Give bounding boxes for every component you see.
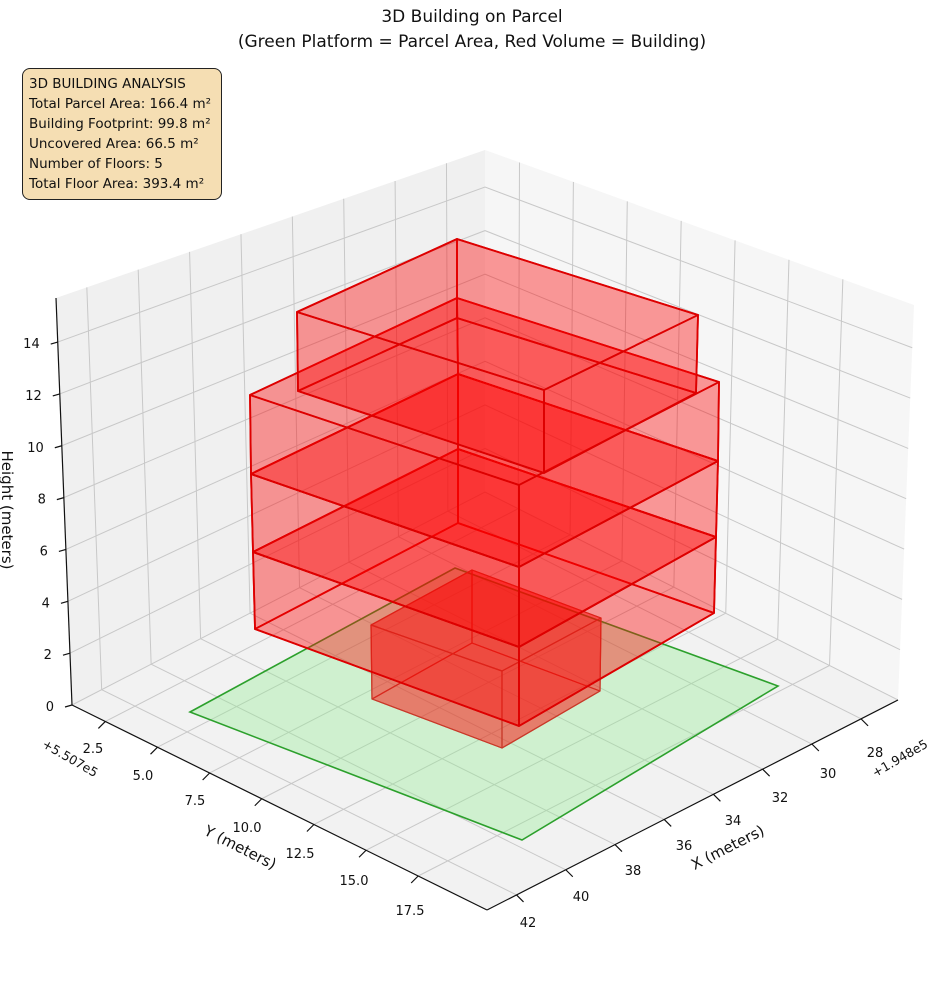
y-tick-label: 7.5 xyxy=(185,794,206,809)
z-tick xyxy=(56,497,65,501)
x-tick xyxy=(614,844,623,853)
z-tick-label: 6 xyxy=(40,544,48,559)
x-tick xyxy=(860,718,869,727)
z-tick xyxy=(54,445,62,449)
x-tick xyxy=(712,793,721,802)
y-tick-label: 10.0 xyxy=(233,821,262,836)
x-tick-label: 42 xyxy=(520,916,537,931)
info-heading: 3D BUILDING ANALYSIS xyxy=(29,76,186,92)
gridline-z xyxy=(63,317,907,500)
gridline-z xyxy=(59,230,911,399)
z-tick-label: 10 xyxy=(27,441,44,456)
x-axis-label: X (meters) xyxy=(688,821,767,873)
gridline-z xyxy=(61,273,909,449)
z-tick-label: 8 xyxy=(38,493,46,508)
gridline-z xyxy=(69,447,901,654)
y-tick xyxy=(202,772,211,781)
z-axis-line xyxy=(55,297,73,706)
x-tick-label: 28 xyxy=(867,746,884,761)
floor-4-face xyxy=(249,297,720,486)
z-axis-label: Height (meters) xyxy=(0,451,16,570)
info-box: 3D BUILDING ANALYSIS Total Parcel Area: … xyxy=(22,68,222,200)
z-tick-label: 2 xyxy=(44,648,52,663)
chart-subtitle: (Green Platform = Parcel Area, Red Volum… xyxy=(237,32,707,52)
x-tick-label: 32 xyxy=(772,791,789,806)
z-tick-label: 0 xyxy=(46,700,54,715)
right-pane xyxy=(485,150,914,700)
gridline-z xyxy=(65,360,905,550)
x-tick-label: 36 xyxy=(676,839,693,854)
x-tick xyxy=(811,743,820,752)
info-total-floor-area: Total Floor Area: 393.4 m² xyxy=(29,176,205,192)
z-tick-label: 14 xyxy=(23,337,40,352)
y-tick xyxy=(97,721,106,729)
y-tick-label: 15.0 xyxy=(340,874,369,889)
z-tick xyxy=(62,652,71,656)
info-uncovered-area: Uncovered Area: 66.5 m² xyxy=(29,136,199,152)
x-tick xyxy=(565,869,574,878)
info-floors: Number of Floors: 5 xyxy=(29,156,163,172)
chart-title: 3D Building on Parcel xyxy=(381,7,563,27)
x-tick xyxy=(516,894,524,903)
info-footprint: Building Footprint: 99.8 m² xyxy=(29,116,211,132)
z-tick-label: 12 xyxy=(25,389,42,404)
z-tick xyxy=(50,341,58,345)
x-tick-label: 40 xyxy=(573,890,590,905)
left-pane xyxy=(56,150,485,705)
gridline-z xyxy=(57,186,913,349)
x-tick xyxy=(663,819,672,827)
floor-1-face xyxy=(370,569,602,672)
parcel-platform xyxy=(188,567,780,841)
z-tick xyxy=(58,548,67,553)
y-tick xyxy=(410,875,419,884)
x-tick-label: 34 xyxy=(725,814,742,829)
info-parcel-area: Total Parcel Area: 166.4 m² xyxy=(29,96,212,112)
z-tick xyxy=(64,704,73,708)
x-tick-label: 30 xyxy=(820,767,837,782)
y-tick-label: 12.5 xyxy=(286,847,315,862)
y-tick-label: 5.0 xyxy=(133,769,154,784)
gridline-z xyxy=(67,404,903,602)
x-tick-label: 38 xyxy=(625,864,642,879)
floor-5-face xyxy=(296,238,699,391)
y-tick xyxy=(254,798,263,807)
y-tick-label: 17.5 xyxy=(396,904,425,919)
z-tick xyxy=(52,393,60,397)
z-tick xyxy=(60,600,69,604)
gridline-z xyxy=(71,491,899,706)
x-tick xyxy=(762,768,771,777)
x-axis-line xyxy=(486,699,899,911)
y-tick xyxy=(150,746,158,755)
y-tick xyxy=(306,824,315,832)
y-tick-label: 2.5 xyxy=(83,742,104,757)
y-tick xyxy=(358,849,367,858)
z-tick-label: 4 xyxy=(42,596,50,611)
